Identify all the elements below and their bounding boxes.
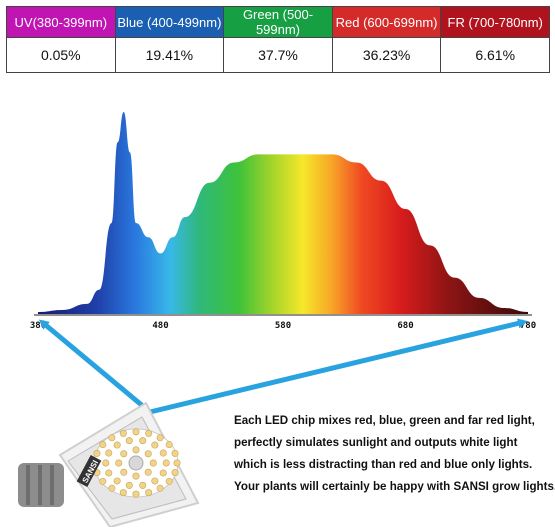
led-chip bbox=[145, 429, 153, 437]
band-value-uv: 0.05% bbox=[6, 37, 116, 73]
led-chip bbox=[165, 477, 173, 485]
led-chip bbox=[108, 484, 116, 492]
led-chip bbox=[132, 428, 140, 436]
led-chip bbox=[149, 459, 157, 467]
band-header-row: UV(380-399nm) Blue (400-499nm) Green (50… bbox=[6, 6, 550, 38]
led-chip bbox=[99, 441, 107, 449]
caption-line-2: perfectly simulates sunlight and outputs… bbox=[234, 436, 518, 449]
band-label-uv: UV(380-399nm) bbox=[6, 6, 116, 38]
arrow-to-380 bbox=[38, 319, 152, 414]
band-value-blue: 19.41% bbox=[114, 37, 225, 73]
led-chip bbox=[125, 437, 133, 445]
led-chips bbox=[91, 428, 181, 498]
led-chip bbox=[165, 441, 173, 449]
led-chip bbox=[171, 469, 179, 477]
led-chip bbox=[93, 449, 101, 457]
x-tick-label-780: 780 bbox=[520, 321, 536, 331]
led-chip bbox=[132, 472, 140, 480]
led-chip bbox=[132, 446, 140, 454]
spectrum-chart: 380 480 580 680 780 bbox=[30, 112, 536, 331]
led-chip bbox=[120, 468, 128, 476]
led-chip bbox=[159, 469, 167, 477]
led-chip bbox=[120, 450, 128, 458]
led-chip bbox=[105, 469, 113, 477]
led-chip bbox=[115, 459, 123, 467]
bulb-brand-label bbox=[76, 454, 102, 488]
band-label-red: Red (600-699nm) bbox=[331, 6, 442, 38]
led-chip bbox=[171, 449, 179, 457]
led-chip bbox=[125, 481, 133, 489]
caption-line-3: which is less distracting than red and b… bbox=[234, 458, 533, 471]
led-chip bbox=[156, 484, 164, 492]
led-chip bbox=[139, 481, 147, 489]
caption-line-1: Each LED chip mixes red, blue, green and… bbox=[234, 414, 535, 427]
led-chip bbox=[113, 477, 121, 485]
led-chip bbox=[108, 434, 116, 442]
description-text: Each LED chip mixes red, blue, green and… bbox=[234, 410, 555, 498]
led-chip bbox=[102, 459, 110, 467]
caption-line-4: Your plants will certainly be happy with… bbox=[234, 480, 555, 493]
band-value-far-red: 6.61% bbox=[440, 37, 550, 73]
x-tick-label-480: 480 bbox=[152, 321, 168, 331]
led-chip bbox=[113, 441, 121, 449]
led-bulb-image: SANSI bbox=[18, 401, 200, 527]
spectrum-band-table: UV(380-399nm) Blue (400-499nm) Green (50… bbox=[6, 6, 550, 73]
led-chip bbox=[173, 459, 181, 467]
band-label-far-red: FR (700-780nm) bbox=[440, 6, 550, 38]
led-chip bbox=[151, 477, 159, 485]
spectrum-area bbox=[38, 112, 528, 314]
led-chip bbox=[139, 437, 147, 445]
led-chip bbox=[162, 459, 170, 467]
x-tick-labels: 380 480 580 680 780 bbox=[30, 321, 536, 331]
band-value-red: 36.23% bbox=[331, 37, 442, 73]
led-chip bbox=[156, 434, 164, 442]
arrow-to-780 bbox=[149, 318, 528, 415]
band-value-row: 0.05% 19.41% 37.7% 36.23% 6.61% bbox=[6, 37, 550, 73]
x-tick-label-680: 680 bbox=[397, 321, 413, 331]
led-chip bbox=[144, 450, 152, 458]
led-chip bbox=[105, 449, 113, 457]
led-chip bbox=[159, 449, 167, 457]
led-chip bbox=[99, 477, 107, 485]
band-value-green: 37.7% bbox=[223, 37, 333, 73]
led-chip bbox=[151, 441, 159, 449]
led-chip bbox=[145, 489, 153, 497]
led-chip bbox=[132, 490, 140, 498]
x-tick-label-580: 580 bbox=[275, 321, 291, 331]
led-chip bbox=[119, 429, 127, 437]
led-chip bbox=[119, 489, 127, 497]
x-tick-label-380: 380 bbox=[30, 321, 46, 331]
led-chip bbox=[144, 468, 152, 476]
